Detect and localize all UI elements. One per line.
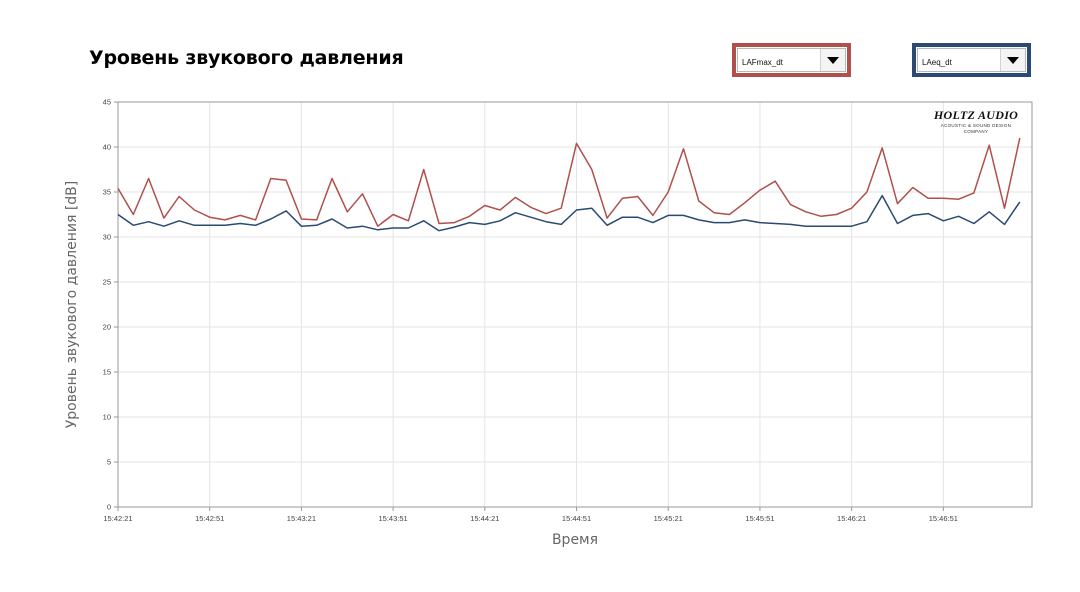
x-tick-label: 15:45:51	[745, 514, 774, 523]
logo-main-text: HOLTZ AUDIO	[933, 108, 1019, 122]
series-line-laeq-dt	[117, 194, 1021, 232]
chart-grid	[118, 102, 1032, 507]
plot-frame	[117, 101, 1033, 508]
y-axis-label: Уровень звукового давления [dB]	[64, 181, 80, 429]
chevron-down-icon[interactable]	[820, 49, 845, 71]
y-tick-label: 30	[103, 233, 111, 242]
y-tick-label: 35	[103, 188, 111, 197]
lafmax-selector-value: LAFmax_dt	[742, 58, 783, 67]
y-tick-label: 45	[103, 98, 111, 107]
x-tick-label: 15:46:51	[929, 514, 958, 523]
lafmax-selector-box[interactable]: LAFmax_dt	[737, 48, 846, 72]
y-tick-label: 5	[107, 458, 111, 467]
logo-subtitle: ACOUSTIC & SOUND DESIGN	[940, 123, 1012, 128]
page-title: Уровень звукового давления	[89, 47, 404, 69]
x-tick-label: 15:46:21	[837, 514, 866, 523]
laeq-selector-value: LAeq_dt	[922, 58, 952, 67]
y-tick-label: 15	[103, 368, 111, 377]
lafmax-selector[interactable]: LAFmax_dt	[732, 43, 851, 77]
y-tick-label: 20	[103, 323, 111, 332]
x-tick-label: 15:45:21	[654, 514, 683, 523]
logo-subtitle-company: COMPANY	[963, 129, 989, 134]
x-tick-label: 15:42:51	[195, 514, 224, 523]
x-tick-label: 15:44:21	[470, 514, 499, 523]
y-tick-label: 10	[103, 413, 111, 422]
chart-series	[117, 137, 1021, 232]
x-tick-label: 15:44:51	[562, 514, 591, 523]
series-line-lafmax-dt	[117, 137, 1021, 227]
x-axis-label: Время	[552, 532, 598, 548]
laeq-selector[interactable]: LAeq_dt	[912, 43, 1031, 77]
chevron-down-icon[interactable]	[1000, 49, 1025, 71]
x-tick-label: 15:43:51	[379, 514, 408, 523]
y-tick-label: 25	[103, 278, 111, 287]
x-axis-ticks: 15:42:21 15:42:51 15:43:21 15:43:51 15:44:21…	[103, 507, 958, 523]
y-axis-ticks: 0 5 10 15 20 25 30 35 40 45	[103, 98, 118, 512]
laeq-selector-box[interactable]: LAeq_dt	[917, 48, 1026, 72]
x-tick-label: 15:43:21	[287, 514, 316, 523]
y-tick-label: 40	[103, 143, 111, 152]
x-tick-label: 15:42:21	[103, 514, 132, 523]
holtz-audio-logo: HOLTZ AUDIO ACOUSTIC & SOUND DESIGN COMP…	[920, 108, 1032, 135]
y-tick-label: 0	[107, 503, 111, 512]
